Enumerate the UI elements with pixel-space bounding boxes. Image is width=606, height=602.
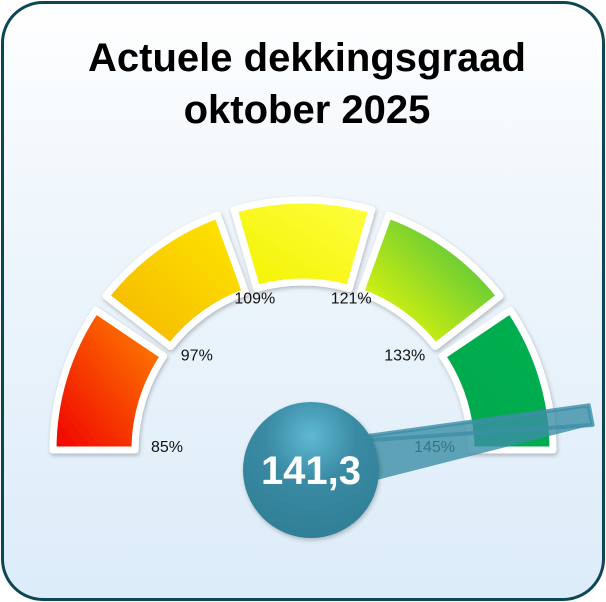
gauge-band-1 bbox=[49, 306, 168, 454]
gauge-needle bbox=[303, 403, 595, 447]
tick-label: 97% bbox=[181, 347, 213, 364]
chart-title: Actuele dekkingsgraad oktober 2025 bbox=[4, 32, 602, 136]
tick-label: 85% bbox=[151, 439, 183, 456]
tick-label: 133% bbox=[384, 347, 425, 364]
tick-label: 109% bbox=[234, 291, 275, 308]
gauge-hub bbox=[243, 402, 379, 538]
title-line-1: Actuele dekkingsgraad bbox=[88, 36, 526, 80]
gauge-band-4 bbox=[356, 211, 504, 351]
tick-label: 121% bbox=[331, 291, 372, 308]
gauge-value-label: 141,3 bbox=[261, 449, 361, 493]
gauge-band-2 bbox=[102, 211, 250, 351]
gauge-band-3 bbox=[230, 196, 376, 293]
title-line-2: oktober 2025 bbox=[183, 88, 431, 132]
